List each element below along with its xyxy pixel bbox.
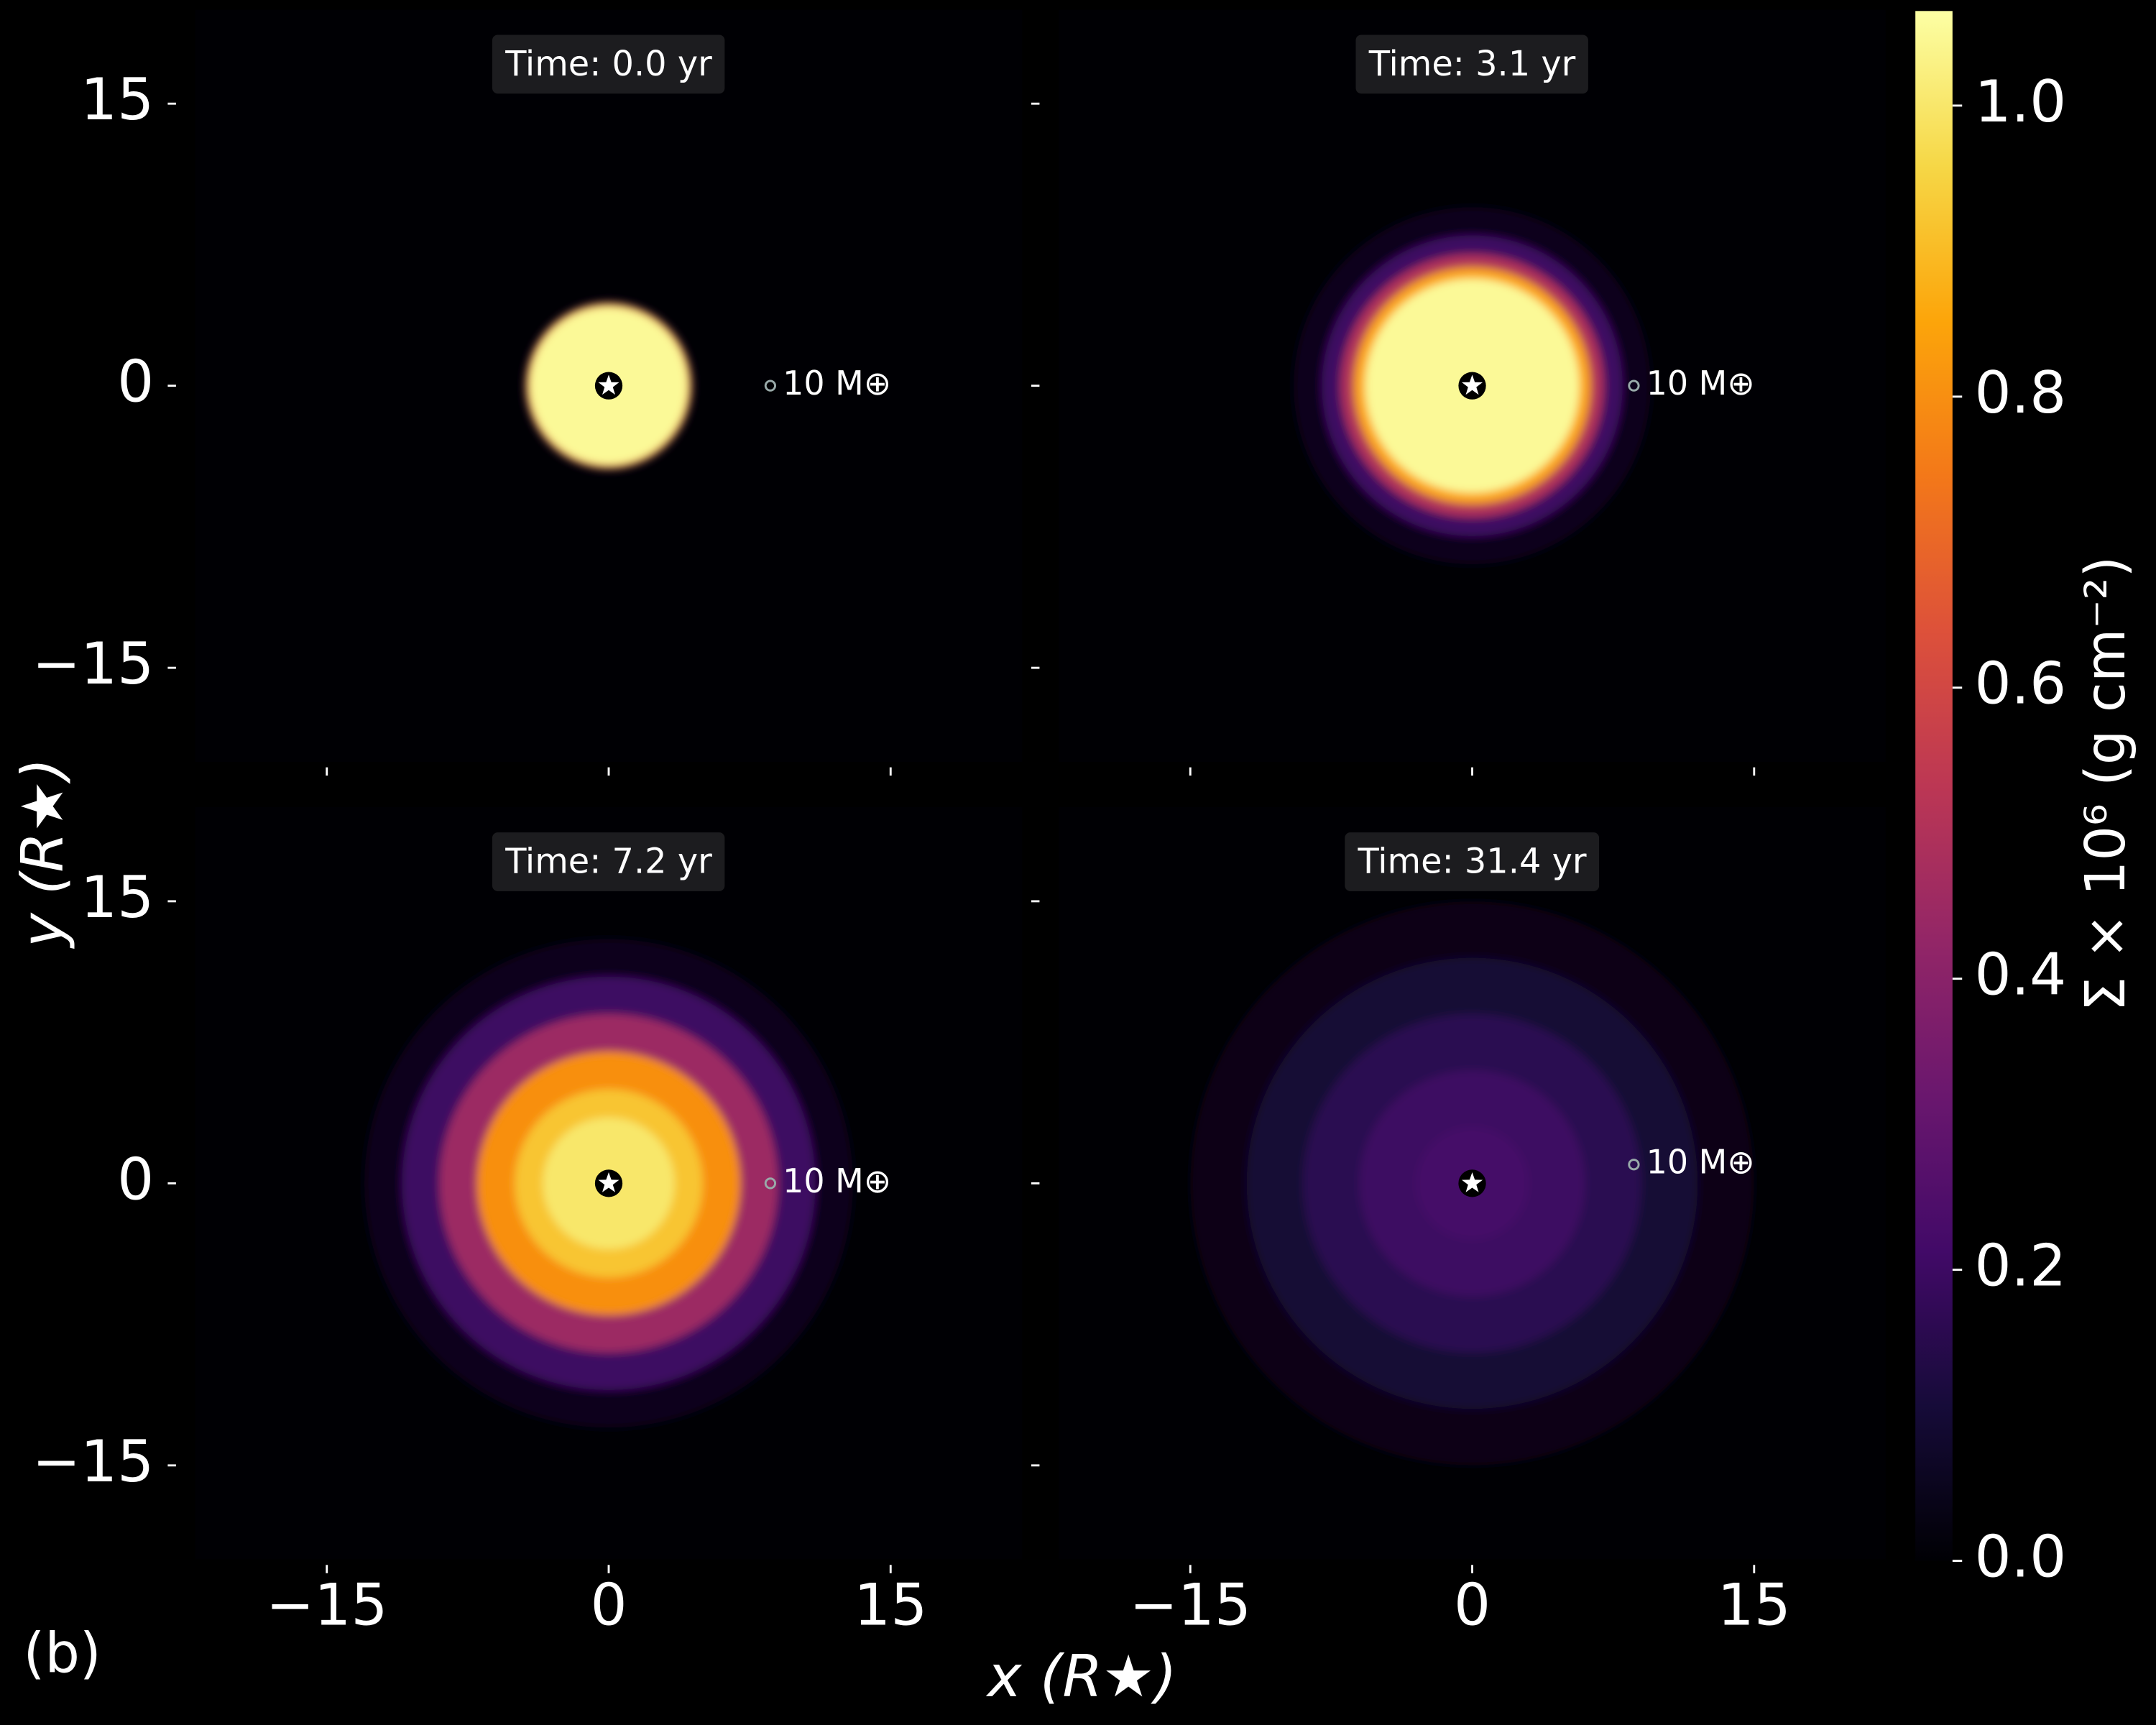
planet xyxy=(764,1177,777,1190)
panel: 10 M⊕ Time: 3.1 yr xyxy=(1031,9,1886,776)
star-icon xyxy=(1461,1172,1483,1192)
y-tick-label: 0 xyxy=(117,1145,154,1213)
y-tick-label: 0 xyxy=(117,348,154,415)
planet xyxy=(1628,1159,1640,1171)
planet-label: 10 M⊕ xyxy=(783,364,891,402)
panel-title: Time: 31.4 yr xyxy=(1358,842,1587,882)
star-icon xyxy=(598,1172,619,1192)
y-axis-label: y (R★) xyxy=(9,758,76,949)
planet xyxy=(764,380,777,392)
x-tick-label: −15 xyxy=(266,1570,388,1638)
title-box xyxy=(1345,832,1600,891)
x-tick-label: −15 xyxy=(1129,1570,1251,1638)
y-tick-label: −15 xyxy=(32,1427,155,1495)
planet-label: 10 M⊕ xyxy=(1646,364,1755,402)
colorbar xyxy=(1915,11,1953,1561)
x-tick-label: 0 xyxy=(590,1570,627,1638)
title-box xyxy=(492,832,725,891)
colorbar-tick-label: 0.2 xyxy=(1974,1232,2066,1300)
y-tick-label: 15 xyxy=(80,863,154,931)
y-tick-label: 15 xyxy=(80,65,154,133)
star-icon xyxy=(1461,374,1483,395)
panel: 10 M⊕ Time: 7.2 yr −15 0 15 −15 0 15 xyxy=(32,807,1023,1638)
panel-title: Time: 3.1 yr xyxy=(1368,45,1576,84)
panel: 10 M⊕ Time: 0.0 yr −15 0 15 xyxy=(32,9,1023,776)
colorbar-tick-label: 0.8 xyxy=(1974,359,2066,426)
colorbar-label: Σ × 10⁶ (g cm⁻²) xyxy=(2074,556,2138,1012)
panel-title: Time: 0.0 yr xyxy=(505,45,712,84)
x-tick-label: 0 xyxy=(1454,1570,1491,1638)
colorbar-tick-label: 0.4 xyxy=(1974,941,2066,1008)
x-tick-label: 15 xyxy=(854,1570,927,1638)
x-axis-label: x (R★) xyxy=(985,1642,1177,1710)
title-box xyxy=(492,34,725,94)
star-icon xyxy=(598,374,619,395)
planet xyxy=(1628,380,1640,392)
colorbar-tick-label: 1.0 xyxy=(1974,68,2066,135)
colorbar-tick-label: 0.6 xyxy=(1974,650,2066,717)
panel: 10 M⊕ Time: 31.4 yr −15 0 15 xyxy=(1031,807,1886,1638)
planet-label: 10 M⊕ xyxy=(783,1162,891,1200)
title-box xyxy=(1355,34,1588,94)
y-tick-label: −15 xyxy=(32,630,155,697)
x-tick-label: 15 xyxy=(1718,1570,1791,1638)
panel-label: (b) xyxy=(24,1622,101,1685)
planet-label: 10 M⊕ xyxy=(1646,1143,1755,1182)
panel-title: Time: 7.2 yr xyxy=(505,842,712,882)
colorbar-tick-label: 0.0 xyxy=(1974,1523,2066,1591)
